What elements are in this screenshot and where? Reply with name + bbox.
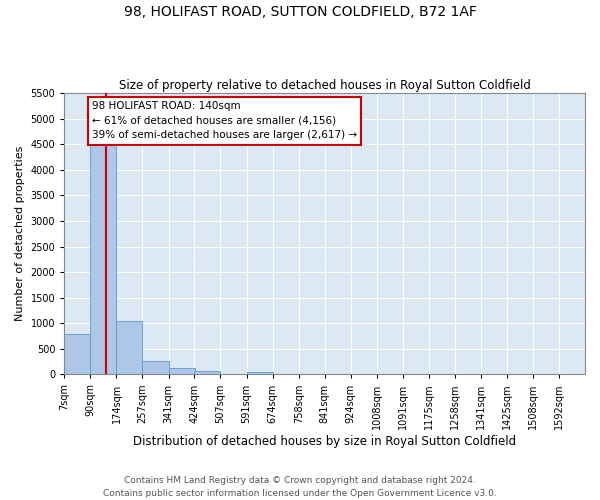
Text: 98, HOLIFAST ROAD, SUTTON COLDFIELD, B72 1AF: 98, HOLIFAST ROAD, SUTTON COLDFIELD, B72… — [124, 5, 476, 19]
X-axis label: Distribution of detached houses by size in Royal Sutton Coldfield: Distribution of detached houses by size … — [133, 434, 516, 448]
Bar — [169, 368, 194, 374]
Text: 98 HOLIFAST ROAD: 140sqm
← 61% of detached houses are smaller (4,156)
39% of sem: 98 HOLIFAST ROAD: 140sqm ← 61% of detach… — [92, 101, 357, 140]
Title: Size of property relative to detached houses in Royal Sutton Coldfield: Size of property relative to detached ho… — [119, 79, 530, 92]
Bar — [247, 372, 272, 374]
Bar — [142, 360, 169, 374]
Bar — [116, 320, 142, 374]
Text: Contains HM Land Registry data © Crown copyright and database right 2024.
Contai: Contains HM Land Registry data © Crown c… — [103, 476, 497, 498]
Y-axis label: Number of detached properties: Number of detached properties — [15, 146, 25, 322]
Bar — [194, 372, 220, 374]
Bar — [90, 144, 116, 374]
Bar — [64, 334, 90, 374]
